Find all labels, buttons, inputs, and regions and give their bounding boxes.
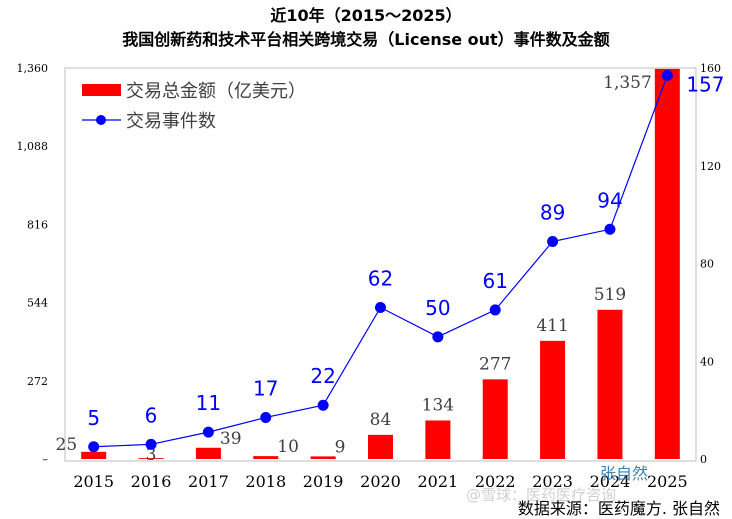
legend-line-label: 交易事件数 bbox=[126, 111, 216, 132]
source-note: 数据来源：医药魔方. 张自然 bbox=[518, 499, 720, 518]
left-tick-label: 1,088 bbox=[17, 140, 49, 153]
events-value-label: 11 bbox=[196, 391, 221, 415]
left-tick-label: 272 bbox=[27, 375, 48, 388]
bar-value-label: 25 bbox=[56, 435, 78, 455]
events-value-label: 157 bbox=[686, 72, 724, 96]
right-tick-label: 160 bbox=[700, 62, 721, 75]
bar-value-label: 519 bbox=[594, 285, 626, 305]
events-point bbox=[375, 301, 386, 313]
watermark-name: 张自然 bbox=[600, 464, 648, 483]
events-point bbox=[432, 331, 444, 343]
left-tick-label: 816 bbox=[27, 218, 48, 231]
events-value-label: 94 bbox=[597, 188, 622, 212]
x-tick-label: 2022 bbox=[475, 472, 516, 491]
bar bbox=[654, 68, 680, 460]
x-tick-label: 2023 bbox=[532, 472, 573, 491]
bar-series bbox=[81, 68, 680, 460]
left-tick-label: 544 bbox=[27, 297, 48, 310]
events-value-label: 6 bbox=[145, 403, 158, 427]
bar bbox=[253, 456, 279, 459]
x-tick-label: 2024 bbox=[590, 472, 631, 491]
events-value-label: 50 bbox=[425, 296, 450, 320]
right-tick-label: 120 bbox=[700, 160, 721, 173]
line-series bbox=[88, 69, 673, 453]
bar-value-label: 9 bbox=[335, 437, 346, 457]
bar-value-label: 10 bbox=[277, 437, 299, 457]
bar bbox=[597, 309, 623, 459]
events-value-label: 17 bbox=[253, 376, 278, 400]
bar-value-label: 1,357 bbox=[603, 73, 652, 93]
bar bbox=[138, 458, 164, 459]
bar-value-label: 39 bbox=[220, 429, 242, 449]
bar bbox=[425, 420, 451, 459]
events-value-label: 61 bbox=[483, 269, 508, 293]
events-point bbox=[260, 411, 272, 423]
x-tick-label: 2018 bbox=[245, 472, 286, 491]
x-tick-label: 2016 bbox=[131, 472, 172, 491]
bar bbox=[195, 447, 221, 459]
events-value-label: 5 bbox=[87, 406, 100, 430]
events-point bbox=[317, 399, 329, 411]
events-value-label: 62 bbox=[368, 266, 393, 290]
right-tick-label: 40 bbox=[700, 355, 714, 368]
bar-value-label: 411 bbox=[536, 316, 568, 336]
events-value-label: 22 bbox=[310, 364, 335, 388]
watermark-xueqiu: @雪球：医药医疗咨询 bbox=[466, 486, 616, 504]
bar bbox=[368, 434, 393, 459]
bar bbox=[81, 451, 107, 459]
chart-title: 近10年（2015～2025） 我国创新药和技术平台相关跨境交易（License… bbox=[0, 4, 732, 52]
x-axis: 2015 2016 2017 2018 2019 2020 2021 2022 2023 2024… bbox=[73, 472, 687, 491]
bar bbox=[540, 340, 566, 459]
bar-value-label: 134 bbox=[422, 395, 454, 415]
right-tick-label: 0 bbox=[700, 453, 707, 466]
bar bbox=[310, 456, 336, 459]
chart-title-line-1: 近10年（2015～2025） bbox=[270, 6, 462, 25]
events-point bbox=[661, 69, 673, 81]
legend-bar-label: 交易总金额（亿美元） bbox=[126, 81, 306, 102]
chart-subtitle: 我国创新药和技术平台相关跨境交易（License out）事件数及金额 bbox=[122, 30, 610, 49]
line-labels: 5 6 11 17 22 62 50 61 89 94 157 bbox=[87, 72, 724, 429]
events-point bbox=[489, 304, 501, 316]
plot-frame bbox=[64, 67, 697, 462]
bar-value-label: 3 bbox=[146, 445, 157, 465]
right-axis: 0 40 80 120 160 bbox=[700, 62, 721, 466]
x-tick-label: 2020 bbox=[360, 472, 401, 491]
x-tick-label: 2015 bbox=[73, 472, 114, 491]
x-tick-label: 2025 bbox=[647, 472, 688, 491]
legend: 交易总金额（亿美元） 交易事件数 bbox=[82, 81, 306, 132]
x-tick-label: 2019 bbox=[303, 472, 344, 491]
events-point bbox=[88, 441, 100, 453]
events-point bbox=[547, 236, 559, 248]
bar-value-label: 277 bbox=[479, 354, 511, 374]
x-tick-label: 2017 bbox=[188, 472, 229, 491]
legend-bar-swatch bbox=[82, 84, 121, 96]
left-tick-label: – bbox=[43, 453, 49, 466]
events-point bbox=[145, 438, 157, 450]
events-value-label: 89 bbox=[540, 201, 565, 225]
left-tick-label: 1,360 bbox=[17, 62, 49, 75]
bar-value-label: 84 bbox=[370, 410, 392, 430]
left-axis: – 272 544 816 1,088 1,360 bbox=[17, 62, 49, 466]
events-point bbox=[604, 223, 616, 235]
right-tick-label: 80 bbox=[700, 258, 714, 271]
x-tick-label: 2021 bbox=[418, 472, 459, 491]
bar-labels: 25 3 39 10 9 84 134 277 411 519 1,357 bbox=[56, 73, 652, 465]
events-point bbox=[202, 426, 214, 438]
legend-line-marker bbox=[96, 115, 106, 125]
bar bbox=[482, 379, 508, 459]
